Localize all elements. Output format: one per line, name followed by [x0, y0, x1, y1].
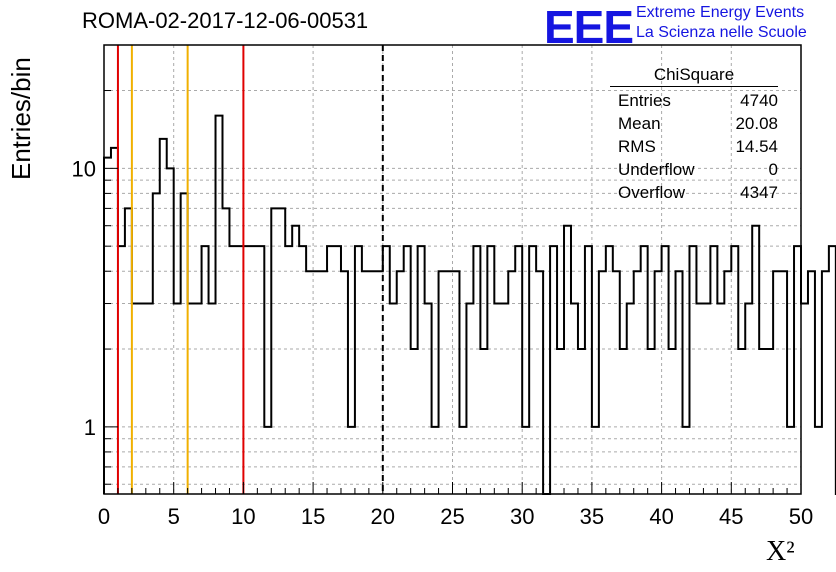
stats-box: ChiSquare Entries 4740 Mean 20.08 RMS 14.54…	[610, 65, 778, 204]
stats-label: Mean	[618, 114, 661, 133]
x-tick-label: 0	[98, 504, 110, 529]
stats-value: 4347	[740, 183, 778, 202]
y-axis-label: Entries/bin	[6, 57, 36, 180]
stats-value: 0	[768, 160, 778, 179]
stats-label: Underflow	[618, 160, 695, 179]
x-tick-label: 20	[371, 504, 395, 529]
stats-row: Mean 20.08	[610, 112, 778, 135]
y-tick-label: 1	[84, 415, 96, 440]
stats-row: Entries 4740	[610, 89, 778, 112]
y-tick-label: 10	[72, 156, 96, 181]
x-tick-label: 35	[580, 504, 604, 529]
stats-row: Underflow 0	[610, 158, 778, 181]
x-tick-label: 45	[719, 504, 743, 529]
x-tick-label: 25	[440, 504, 464, 529]
x-tick-label: 40	[649, 504, 673, 529]
stats-row: Overflow 4347	[610, 181, 778, 204]
stats-row: RMS 14.54	[610, 135, 778, 158]
stats-value: 14.54	[735, 137, 778, 156]
logo-subtitle-1: Extreme Energy Events	[636, 4, 805, 21]
run-title: ROMA-02-2017-12-06-00531	[82, 8, 369, 33]
x-tick-label: 10	[231, 504, 255, 529]
x-axis-label: X²	[766, 536, 795, 567]
stats-title: ChiSquare	[610, 65, 778, 87]
stats-value: 20.08	[735, 114, 778, 133]
eee-logo: EEE	[544, 1, 634, 53]
stats-label: RMS	[618, 137, 656, 156]
x-tick-label: 30	[510, 504, 534, 529]
logo-subtitle-2: La Scienza nelle Scuole	[636, 24, 807, 41]
histogram-series	[103, 114, 836, 495]
stats-value: 4740	[740, 91, 778, 110]
x-tick-label: 15	[301, 504, 325, 529]
x-tick-label: 50	[789, 504, 813, 529]
stats-label: Entries	[618, 91, 671, 110]
x-tick-label: 5	[168, 504, 180, 529]
stats-label: Overflow	[618, 183, 686, 202]
